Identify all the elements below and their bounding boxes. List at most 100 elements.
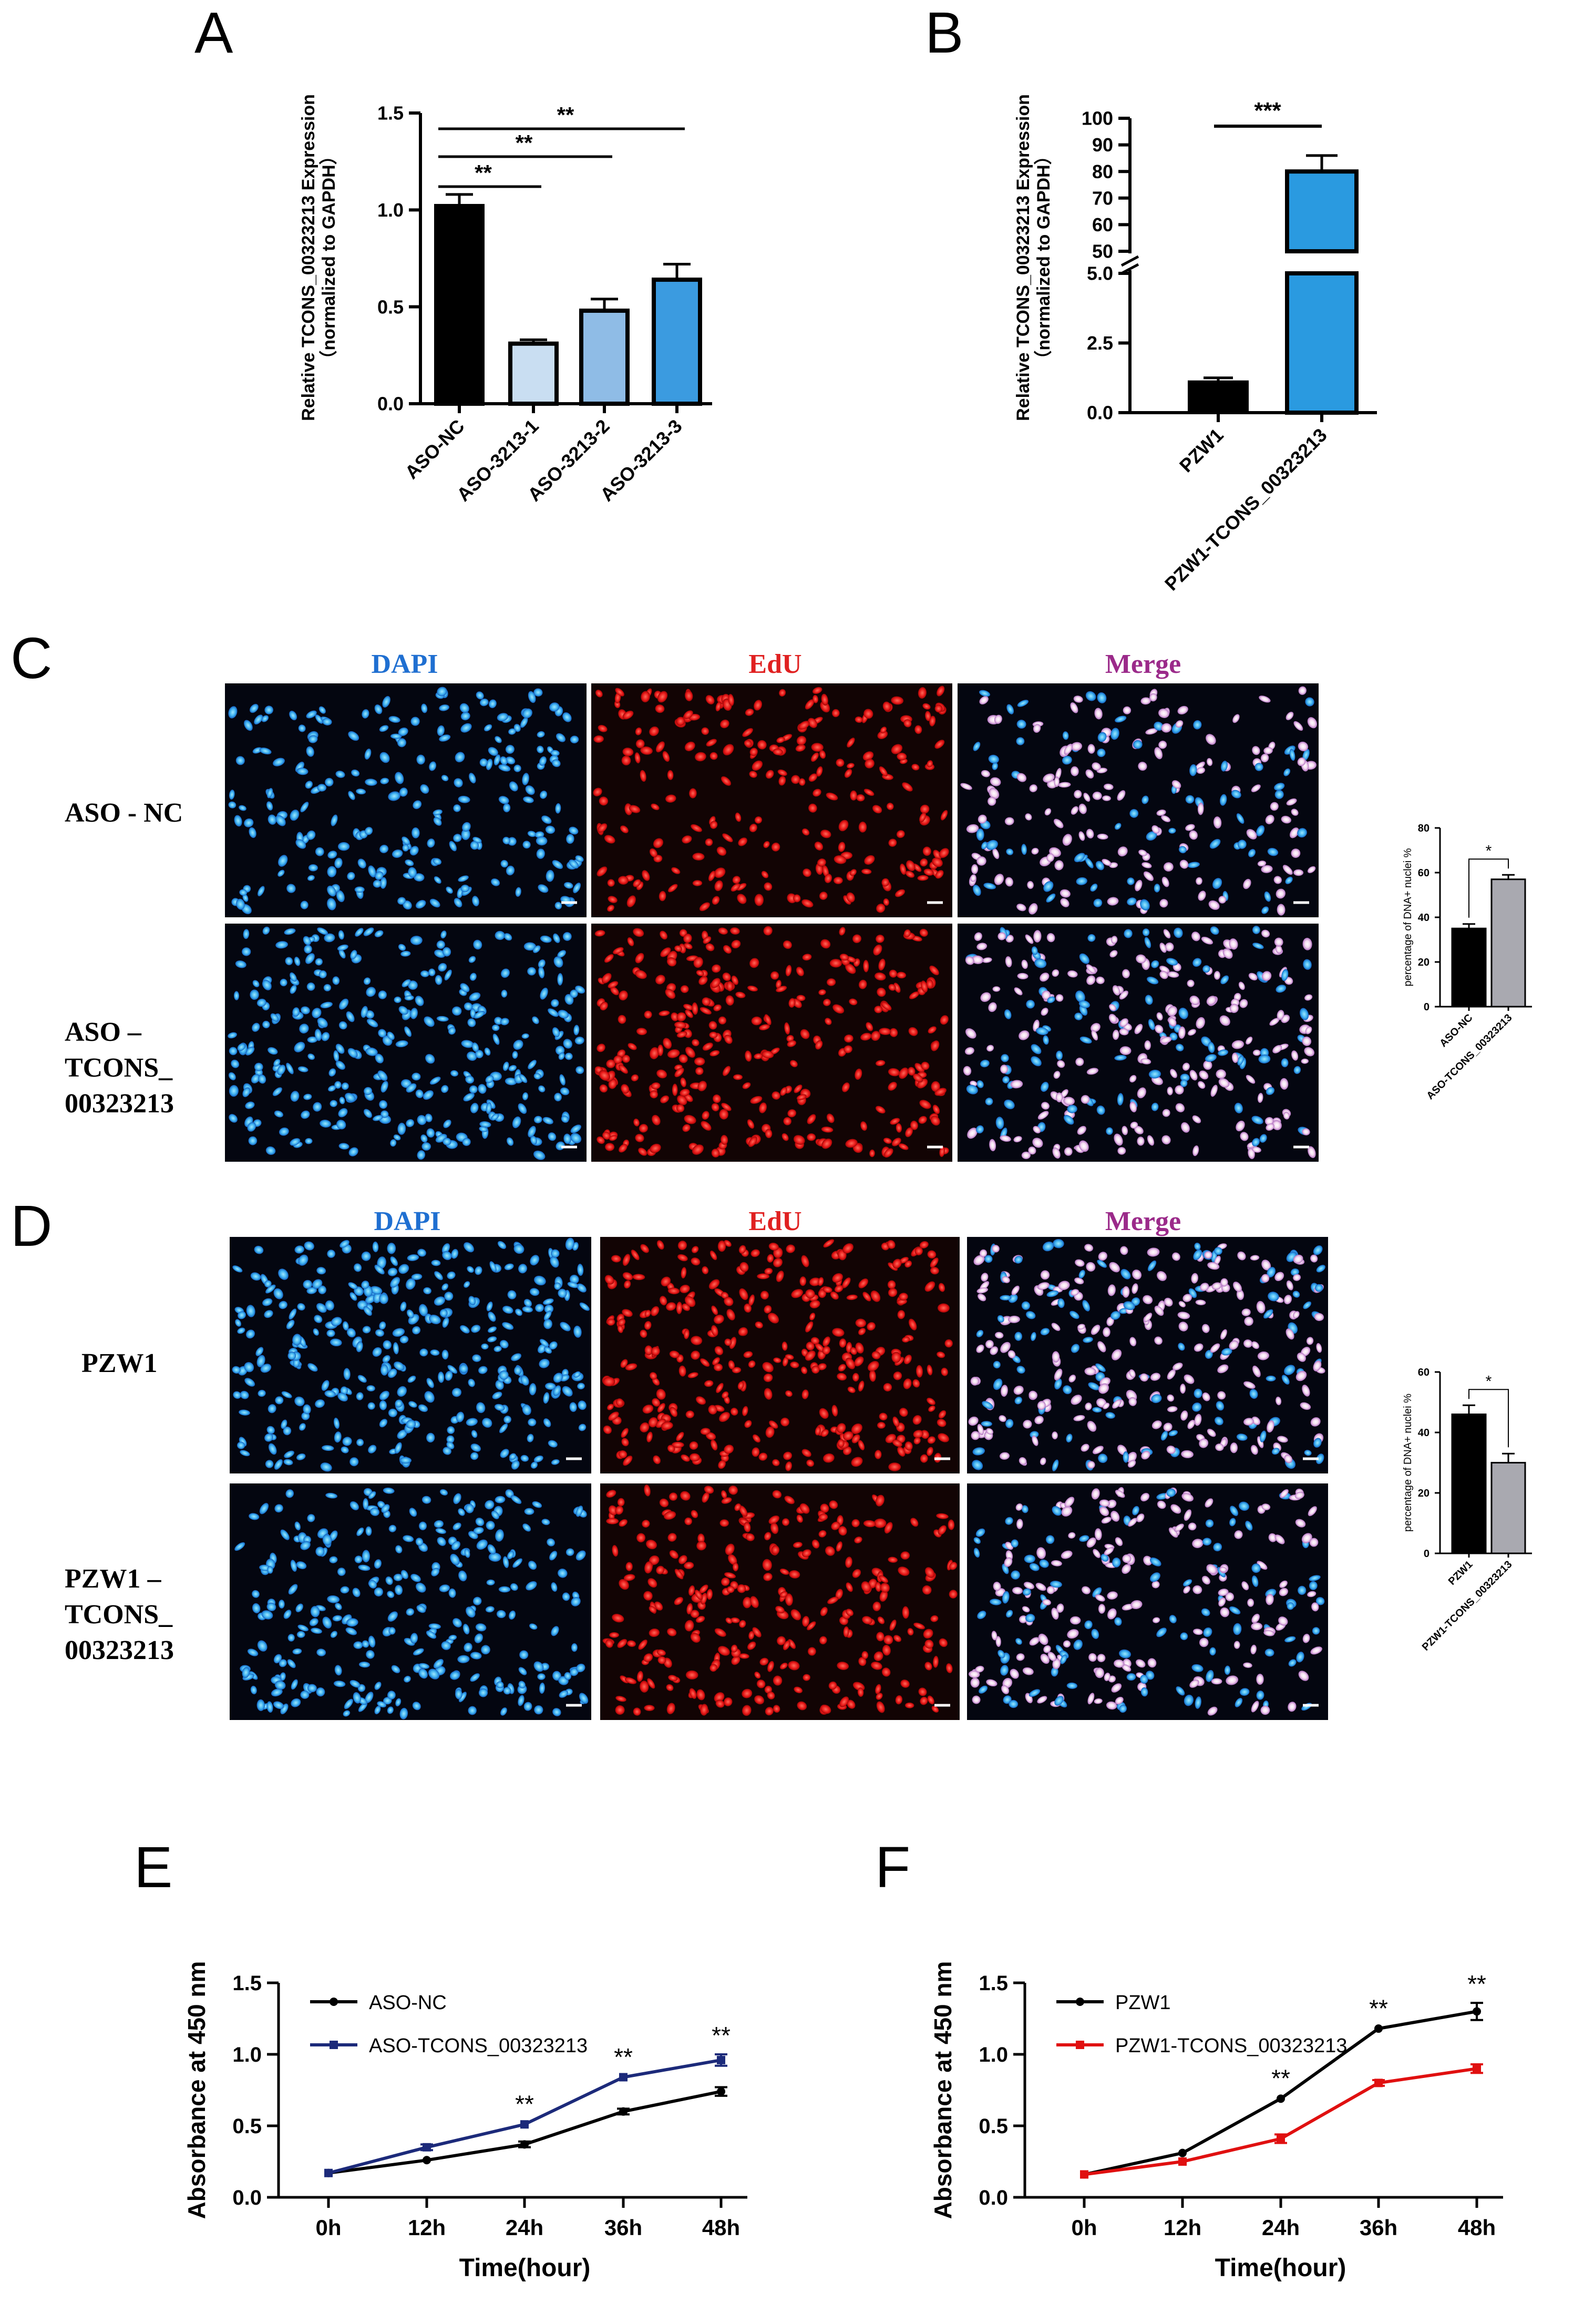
cell-nucleus: [971, 1431, 980, 1440]
cell-nucleus: [594, 930, 605, 937]
cell-nucleus: [689, 1441, 698, 1450]
cell-nucleus: [399, 1457, 412, 1464]
cell-nucleus: [745, 1050, 752, 1062]
cell-nucleus: [994, 714, 1002, 724]
cell-nucleus: [397, 738, 406, 748]
cell-nucleus: [684, 1296, 696, 1307]
cell-nucleus: [1047, 996, 1055, 1004]
cell-nucleus: [558, 1288, 567, 1298]
cell-nucleus: [285, 957, 293, 966]
cell-nucleus: [322, 1445, 334, 1451]
cell-nucleus: [531, 1461, 538, 1469]
cell-nucleus: [441, 775, 449, 782]
cell-nucleus: [1041, 1008, 1048, 1016]
cell-nucleus: [279, 1127, 289, 1136]
cell-nucleus: [849, 998, 858, 1006]
cell-nucleus: [272, 1087, 282, 1097]
cell-nucleus: [1218, 896, 1227, 904]
cell-nucleus: [452, 1006, 462, 1016]
cell-nucleus: [646, 1431, 653, 1442]
cell-nucleus: [298, 1254, 308, 1266]
chart-a: 0.00.51.01.5ASO-NCASO-3213-1ASO-3213-2AS…: [299, 94, 712, 506]
cell-nucleus: [927, 760, 933, 767]
cell-nucleus: [1252, 1138, 1260, 1146]
cell-nucleus: [919, 1241, 929, 1248]
cell-nucleus: [1137, 1087, 1146, 1099]
cell-nucleus: [411, 1273, 423, 1280]
cell-nucleus: [1268, 1292, 1279, 1302]
cell-nucleus: [1241, 1308, 1251, 1316]
cell-nucleus: [759, 1024, 770, 1030]
cell-nucleus: [430, 1349, 440, 1356]
cell-nucleus: [976, 1125, 984, 1134]
cell-nucleus: [700, 1007, 712, 1015]
cell-nucleus: [730, 1407, 738, 1416]
cell-nucleus: [800, 1029, 810, 1039]
cell-nucleus: [837, 1423, 846, 1433]
cell-nucleus: [560, 1322, 571, 1332]
cell-nucleus: [1264, 1117, 1274, 1125]
cell-nucleus: [539, 756, 547, 766]
cell-nucleus: [910, 1120, 918, 1130]
cell-nucleus: [801, 899, 814, 908]
cell-nucleus: [805, 1350, 816, 1361]
cell-nucleus: [333, 1417, 340, 1429]
cell-nucleus: [651, 1306, 660, 1316]
cell-nucleus: [1032, 1435, 1038, 1446]
cell-nucleus: [731, 940, 741, 949]
cell-nucleus: [1134, 1023, 1143, 1035]
cell-nucleus: [237, 1327, 245, 1334]
cell-nucleus: [575, 855, 584, 862]
cell-nucleus: [228, 1072, 236, 1081]
cell-nucleus: [877, 730, 888, 739]
cell-nucleus: [702, 1111, 709, 1120]
cell-nucleus: [1167, 1006, 1177, 1017]
x-tick-label: 12h: [1164, 2215, 1201, 2240]
cell-nucleus: [493, 754, 501, 765]
cell-nucleus: [1107, 1284, 1116, 1296]
cell-nucleus: [1171, 780, 1181, 789]
cell-nucleus: [651, 803, 660, 811]
cell-nucleus: [305, 781, 313, 789]
cell-nucleus: [1213, 816, 1222, 829]
cell-nucleus: [1016, 737, 1025, 745]
cell-nucleus: [475, 1266, 482, 1275]
cell-nucleus: [721, 776, 732, 786]
cell-nucleus: [913, 1437, 921, 1445]
cell-nucleus: [240, 1390, 249, 1399]
cell-nucleus: [1000, 1452, 1010, 1460]
cell-nucleus: [887, 803, 894, 810]
cell-nucleus: [295, 839, 306, 849]
cell-nucleus: [1216, 1069, 1226, 1079]
cell-nucleus: [862, 751, 874, 761]
cell-nucleus: [519, 1074, 528, 1083]
cell-nucleus: [425, 1113, 433, 1122]
cell-nucleus: [1019, 1457, 1027, 1465]
cell-nucleus: [286, 884, 296, 893]
cell-nucleus: [685, 690, 693, 701]
cell-nucleus: [523, 796, 534, 803]
cell-nucleus: [823, 999, 831, 1006]
cell-nucleus: [244, 1378, 255, 1387]
cell-nucleus: [1052, 969, 1060, 977]
cell-nucleus: [354, 1263, 362, 1272]
cell-nucleus: [754, 894, 764, 906]
y-tick-label: 20: [1418, 1488, 1430, 1499]
cell-nucleus: [607, 1404, 614, 1410]
cell-nucleus: [500, 1449, 509, 1458]
cell-nucleus: [275, 941, 288, 949]
cell-nucleus: [1130, 1121, 1138, 1129]
cell-nucleus: [921, 1061, 930, 1070]
cell-nucleus: [923, 868, 934, 876]
cell-nucleus: [680, 1284, 690, 1294]
cell-nucleus: [1112, 1399, 1122, 1409]
cell-nucleus: [505, 1078, 517, 1086]
cell-nucleus: [563, 1133, 571, 1144]
cell-nucleus: [1075, 1259, 1085, 1267]
cell-nucleus: [968, 1416, 979, 1426]
cell-nucleus: [851, 1457, 863, 1467]
cell-nucleus: [1053, 1238, 1064, 1248]
cell-nucleus: [785, 965, 792, 977]
cell-nucleus: [1194, 1242, 1201, 1251]
bar: [1490, 878, 1526, 1008]
